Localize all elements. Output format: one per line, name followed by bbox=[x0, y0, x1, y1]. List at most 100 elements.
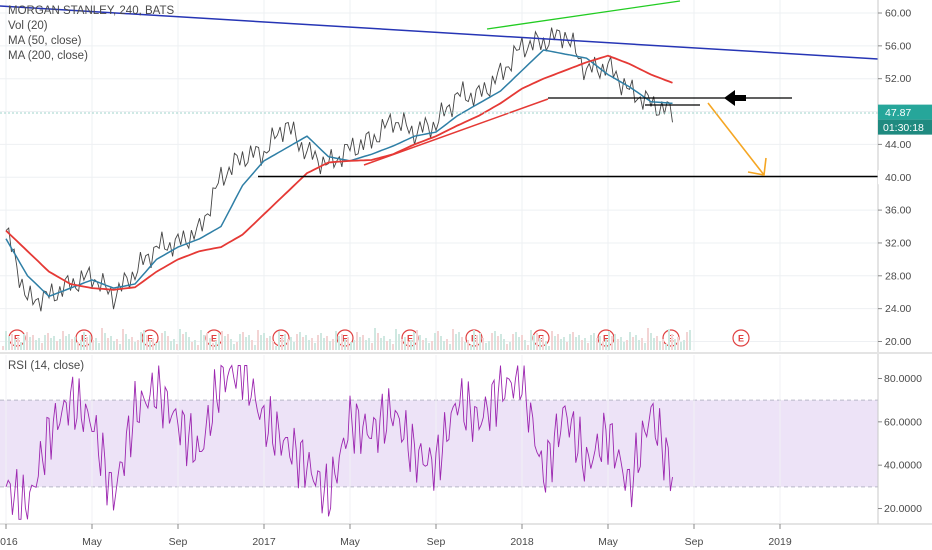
volume-bar bbox=[362, 335, 364, 350]
volume-bar bbox=[110, 336, 112, 350]
volume-bar bbox=[683, 340, 685, 350]
volume-bar bbox=[497, 336, 499, 350]
volume-bar bbox=[464, 342, 466, 350]
volume-bar bbox=[452, 329, 454, 350]
volume-bar bbox=[257, 330, 259, 350]
volume-bar bbox=[65, 336, 67, 350]
orange-arrow-head bbox=[747, 157, 767, 176]
volume-bar bbox=[68, 334, 70, 350]
volume-bar bbox=[215, 341, 217, 350]
volume-bar bbox=[89, 335, 91, 350]
volume-bar bbox=[413, 332, 415, 350]
price-lines bbox=[5, 27, 673, 312]
volume-bar bbox=[152, 338, 154, 350]
level-40-label: 40.00 bbox=[885, 172, 911, 184]
volume-bar bbox=[377, 333, 379, 350]
volume-bar bbox=[209, 338, 211, 350]
price-tick-label: 44.00 bbox=[885, 139, 911, 151]
volume-bar bbox=[14, 339, 16, 350]
volume-bar bbox=[455, 334, 457, 350]
volume-bar bbox=[41, 343, 43, 350]
rsi-legend-label[interactable]: RSI (14, close) bbox=[8, 360, 85, 372]
volume-bar bbox=[512, 334, 514, 350]
rsi-tick-label: 60.0000 bbox=[884, 416, 922, 428]
volume-bar bbox=[530, 330, 532, 350]
volume-bar bbox=[242, 332, 244, 350]
volume-bar bbox=[20, 342, 22, 350]
volume-bar bbox=[251, 340, 253, 350]
volume-bar bbox=[74, 337, 76, 350]
level-40-tag-bg bbox=[878, 170, 932, 185]
volume-bar bbox=[416, 330, 418, 350]
volume-bar bbox=[26, 332, 28, 350]
orange-arrow-shaft bbox=[707, 102, 765, 176]
ma50-legend[interactable]: MA (50, close) bbox=[8, 35, 82, 47]
volume-bar bbox=[23, 334, 25, 350]
volume-bar bbox=[221, 331, 223, 350]
volume-bar bbox=[479, 333, 481, 350]
volume-bar bbox=[638, 340, 640, 350]
volume-bar bbox=[191, 342, 193, 350]
volume-bar bbox=[305, 335, 307, 350]
volume-bar bbox=[677, 337, 679, 350]
volume-bar bbox=[119, 344, 121, 350]
volume-bar bbox=[218, 333, 220, 350]
rsi-axis-bg bbox=[878, 354, 932, 524]
volume-bar bbox=[371, 343, 373, 350]
volume-bar bbox=[599, 336, 601, 350]
volume-bar bbox=[485, 343, 487, 350]
volume-bar bbox=[224, 336, 226, 350]
time-tick-label: Sep bbox=[685, 536, 704, 548]
time-tick-label: May bbox=[598, 536, 619, 548]
price-tick-label: 24.00 bbox=[885, 303, 911, 315]
volume-bar bbox=[17, 337, 19, 350]
price-tick-label: 52.00 bbox=[885, 73, 911, 85]
time-tick-label: May bbox=[82, 536, 103, 548]
volume-bar bbox=[473, 330, 475, 350]
volume-bar bbox=[521, 335, 523, 350]
volume-bar bbox=[617, 339, 619, 350]
volume-bar bbox=[56, 341, 58, 350]
rsi-tick-label: 80.0000 bbox=[884, 373, 922, 385]
volume-bar bbox=[572, 332, 574, 350]
volume-bar bbox=[548, 346, 550, 350]
volume-bar bbox=[275, 346, 277, 350]
ma200-legend[interactable]: MA (200, close) bbox=[8, 50, 88, 62]
volume-bar bbox=[449, 344, 451, 350]
volume-bar bbox=[179, 329, 181, 350]
earnings-label: E bbox=[342, 334, 348, 344]
volume-bar bbox=[653, 338, 655, 350]
volume-bar bbox=[287, 339, 289, 350]
volume-bar bbox=[557, 334, 559, 350]
volume-bar bbox=[611, 336, 613, 350]
rsi-line bbox=[5, 364, 673, 520]
volume-bar bbox=[329, 341, 331, 350]
symbol-title[interactable]: MORGAN STANLEY, 240, BATS bbox=[8, 5, 175, 17]
volume-bar bbox=[263, 333, 265, 350]
volume-bar bbox=[254, 345, 256, 350]
earnings-marker: E bbox=[732, 329, 750, 347]
volume-bar bbox=[458, 332, 460, 350]
volume-bar bbox=[593, 333, 595, 350]
volume-bar bbox=[626, 340, 628, 350]
volume-bar bbox=[515, 332, 517, 350]
volume-bar bbox=[134, 342, 136, 350]
volume-bar bbox=[431, 341, 433, 350]
volume-bar bbox=[566, 342, 568, 350]
rsi-tick-label: 20.0000 bbox=[884, 503, 922, 515]
volume-bar bbox=[500, 334, 502, 350]
volume-bar bbox=[107, 338, 109, 350]
volume-bar bbox=[359, 337, 361, 350]
rsi-tick-label: 40.0000 bbox=[884, 460, 922, 472]
volume-bar bbox=[161, 333, 163, 350]
volume-bar bbox=[620, 337, 622, 350]
price-series-line bbox=[5, 27, 673, 312]
volume-bar bbox=[407, 342, 409, 350]
volume-bar bbox=[308, 340, 310, 350]
volume-bar bbox=[674, 339, 676, 350]
volume-bar bbox=[83, 332, 85, 350]
volume-legend[interactable]: Vol (20) bbox=[8, 20, 48, 32]
volume-bar bbox=[419, 335, 421, 350]
volume-bar bbox=[266, 338, 268, 350]
rsi-legend: RSI (14, close) bbox=[8, 359, 84, 374]
